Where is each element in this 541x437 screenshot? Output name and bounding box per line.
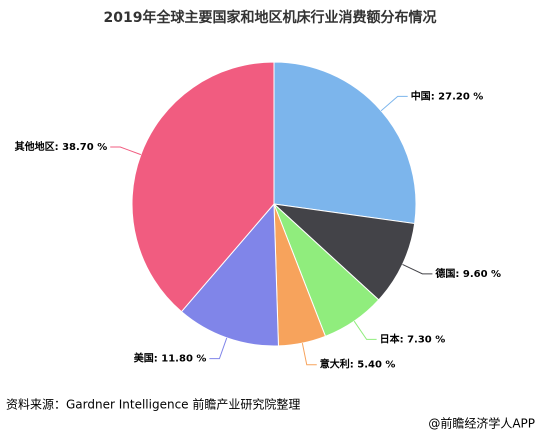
category-label: 德国 bbox=[434, 267, 455, 280]
data-label: 美国: 11.80 % bbox=[134, 352, 207, 365]
category-label: 美国 bbox=[134, 352, 154, 365]
data-label: 意大利: 5.40 % bbox=[320, 358, 396, 371]
value-label: 27.20 % bbox=[438, 91, 483, 102]
connector bbox=[301, 343, 317, 366]
connector bbox=[209, 337, 228, 360]
data-label: 其他地区: 38.70 % bbox=[15, 140, 108, 153]
separator: : bbox=[400, 334, 407, 345]
pie-slice bbox=[272, 203, 416, 301]
separator: : bbox=[55, 142, 62, 153]
value-label: 5.40 % bbox=[357, 360, 395, 371]
connector bbox=[353, 320, 377, 340]
value-label: 9.60 % bbox=[463, 269, 501, 280]
data-label: 日本: 7.30 % bbox=[380, 332, 446, 345]
category-label: 日本 bbox=[380, 332, 401, 345]
connector bbox=[380, 95, 408, 112]
connector bbox=[110, 146, 142, 156]
connector bbox=[402, 264, 433, 275]
pie-slice bbox=[131, 61, 275, 313]
separator: : bbox=[154, 354, 161, 365]
category-label: 其他地区 bbox=[15, 140, 55, 153]
category-label: 意大利 bbox=[320, 358, 350, 371]
credit: @前瞻经济学人APP bbox=[428, 416, 535, 431]
separator: : bbox=[431, 91, 438, 102]
data-label: 中国: 27.20 % bbox=[411, 89, 484, 102]
data-label: 德国: 9.60 % bbox=[434, 267, 501, 280]
chart-title: 2019年全球主要国家和地区机床行业消费额分布情况 bbox=[104, 9, 437, 26]
source: 资料来源：Gardner Intelligence 前瞻产业研究院整理 bbox=[6, 397, 300, 412]
value-label: 38.70 % bbox=[62, 142, 107, 153]
value-label: 7.30 % bbox=[407, 334, 445, 345]
value-label: 11.80 % bbox=[161, 354, 206, 365]
separator: : bbox=[455, 269, 462, 280]
category-label: 中国 bbox=[411, 89, 431, 102]
pie-slice bbox=[273, 61, 417, 225]
pie-slice bbox=[180, 202, 279, 347]
separator: : bbox=[350, 360, 357, 371]
